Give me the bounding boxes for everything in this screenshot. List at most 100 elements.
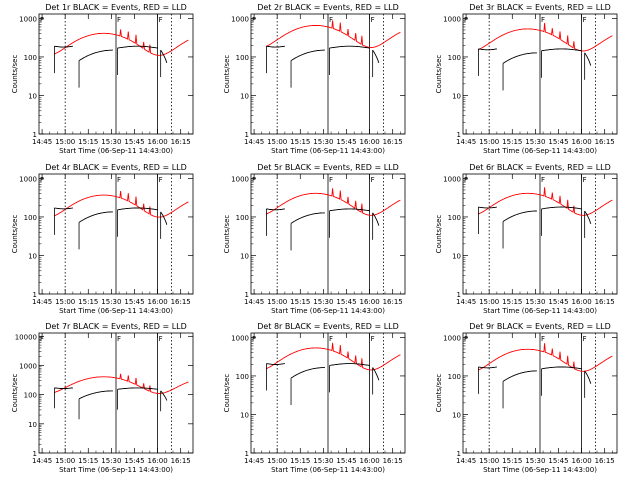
y-tick-label: 1	[33, 450, 37, 458]
events-series-line	[541, 48, 582, 52]
x-tick-label: 16:15	[383, 457, 403, 465]
x-tick-label: 14:45	[244, 138, 264, 146]
x-tick-label: 16:15	[595, 138, 615, 146]
marker-label: F	[159, 176, 163, 184]
lld-series-line	[478, 22, 613, 52]
x-tick-label: 16:15	[595, 457, 615, 465]
x-tick-label: 15:00	[267, 138, 287, 146]
y-tick-label: 1000	[19, 175, 37, 183]
x-tick-label: 16:00	[147, 298, 167, 306]
x-tick-label: 16:15	[383, 298, 403, 306]
x-tick-label: 15:15	[78, 457, 98, 465]
events-series-line	[290, 212, 325, 224]
marker-label: F	[371, 176, 375, 184]
events-series-line	[290, 367, 325, 379]
lld-series-line	[54, 373, 189, 394]
y-tick-label: 100	[236, 214, 249, 222]
events-series-line	[541, 206, 582, 210]
events-series-line	[117, 207, 158, 211]
marker-label: F	[159, 335, 163, 343]
events-series-line	[478, 48, 497, 51]
x-tick-label: 16:00	[571, 298, 591, 306]
y-tick-label: 100	[236, 54, 249, 62]
lld-series-line	[54, 29, 189, 56]
lld-series-line	[266, 342, 401, 371]
panel-det-4r: Det 4r BLACK = Events, RED = LLD 1 10 100 10…	[11, 163, 194, 315]
marker-label: F	[252, 16, 256, 24]
y-axis-label: Counts/sec	[11, 215, 19, 254]
x-axis-label: Start Time (06-Sep-11 14:43:00)	[271, 307, 385, 315]
panel-det-7r: Det 7r BLACK = Events, RED = LLD 1 10 100 10…	[11, 322, 194, 474]
y-tick-label: 10	[28, 252, 37, 260]
y-tick-label: 10	[452, 92, 461, 100]
events-series-line	[478, 366, 498, 369]
marker-label: F	[252, 335, 256, 343]
marker-label: F	[117, 176, 121, 184]
x-tick-label: 16:15	[171, 138, 191, 146]
y-tick-label: 1	[457, 291, 461, 299]
y-tick-label: 1000	[443, 334, 461, 342]
events-series-line	[54, 45, 73, 48]
panel-det-2r: Det 2r BLACK = Events, RED = LLD 1 10 100 10…	[223, 3, 406, 155]
events-series-line	[54, 207, 74, 210]
x-tick-label: 15:30	[525, 457, 545, 465]
panel-title: Det 6r BLACK = Events, RED = LLD	[469, 163, 611, 172]
y-tick-label: 1	[457, 131, 461, 139]
x-tick-label: 15:30	[313, 457, 333, 465]
panel-title: Det 3r BLACK = Events, RED = LLD	[469, 3, 611, 12]
y-axis-label: Counts/sec	[223, 374, 231, 413]
lld-series-line	[478, 187, 613, 216]
x-tick-label: 15:45	[336, 298, 356, 306]
lld-series-line	[54, 191, 189, 218]
events-series-line	[541, 366, 582, 370]
events-series-line	[78, 390, 113, 400]
y-tick-label: 1000	[19, 15, 37, 23]
y-tick-label: 1000	[443, 15, 461, 23]
x-tick-label: 15:45	[336, 457, 356, 465]
marker-label: F	[464, 176, 468, 184]
x-tick-label: 14:45	[244, 457, 264, 465]
x-tick-label: 15:30	[101, 298, 121, 306]
panel-det-5r: Det 5r BLACK = Events, RED = LLD 1 10 100 10…	[223, 163, 406, 315]
x-tick-label: 16:00	[147, 138, 167, 146]
y-tick-label: 1000	[231, 15, 249, 23]
x-axis-label: Start Time (06-Sep-11 14:43:00)	[483, 307, 597, 315]
x-axis-label: Start Time (06-Sep-11 14:43:00)	[59, 466, 173, 474]
y-tick-label: 1	[245, 291, 249, 299]
events-series-line	[266, 45, 285, 48]
panel-title: Det 2r BLACK = Events, RED = LLD	[257, 3, 399, 12]
marker-label: F	[464, 335, 468, 343]
y-tick-label: 10	[240, 92, 249, 100]
x-tick-label: 16:00	[359, 457, 379, 465]
x-tick-label: 15:15	[290, 298, 310, 306]
events-series-line	[502, 370, 537, 382]
marker-label: F	[329, 335, 333, 343]
x-tick-label: 14:45	[32, 138, 52, 146]
x-tick-label: 15:00	[55, 298, 75, 306]
x-tick-label: 16:15	[595, 298, 615, 306]
events-series-line	[78, 49, 113, 62]
y-tick-label: 100	[448, 373, 461, 381]
x-tick-label: 15:00	[479, 138, 499, 146]
lld-series-line	[478, 343, 613, 372]
x-tick-label: 16:15	[383, 138, 403, 146]
panel-det-1r: Det 1r BLACK = Events, RED = LLD 1 10 100 10…	[11, 3, 194, 155]
events-series-line	[584, 370, 592, 384]
x-tick-label: 16:15	[171, 457, 191, 465]
x-tick-label: 14:45	[456, 298, 476, 306]
panel-title: Det 1r BLACK = Events, RED = LLD	[45, 3, 187, 12]
marker-label: F	[371, 16, 375, 24]
x-tick-label: 15:30	[313, 138, 333, 146]
x-tick-label: 15:45	[548, 457, 568, 465]
marker-label: F	[464, 16, 468, 24]
y-tick-label: 1000	[231, 175, 249, 183]
x-tick-label: 15:45	[124, 298, 144, 306]
y-tick-label: 1	[33, 131, 37, 139]
x-tick-label: 15:45	[124, 138, 144, 146]
events-series-line	[584, 210, 592, 224]
panel-title: Det 8r BLACK = Events, RED = LLD	[257, 322, 399, 331]
marker-label: F	[541, 176, 545, 184]
marker-label: F	[583, 176, 587, 184]
y-axis-label: Counts/sec	[223, 55, 231, 94]
